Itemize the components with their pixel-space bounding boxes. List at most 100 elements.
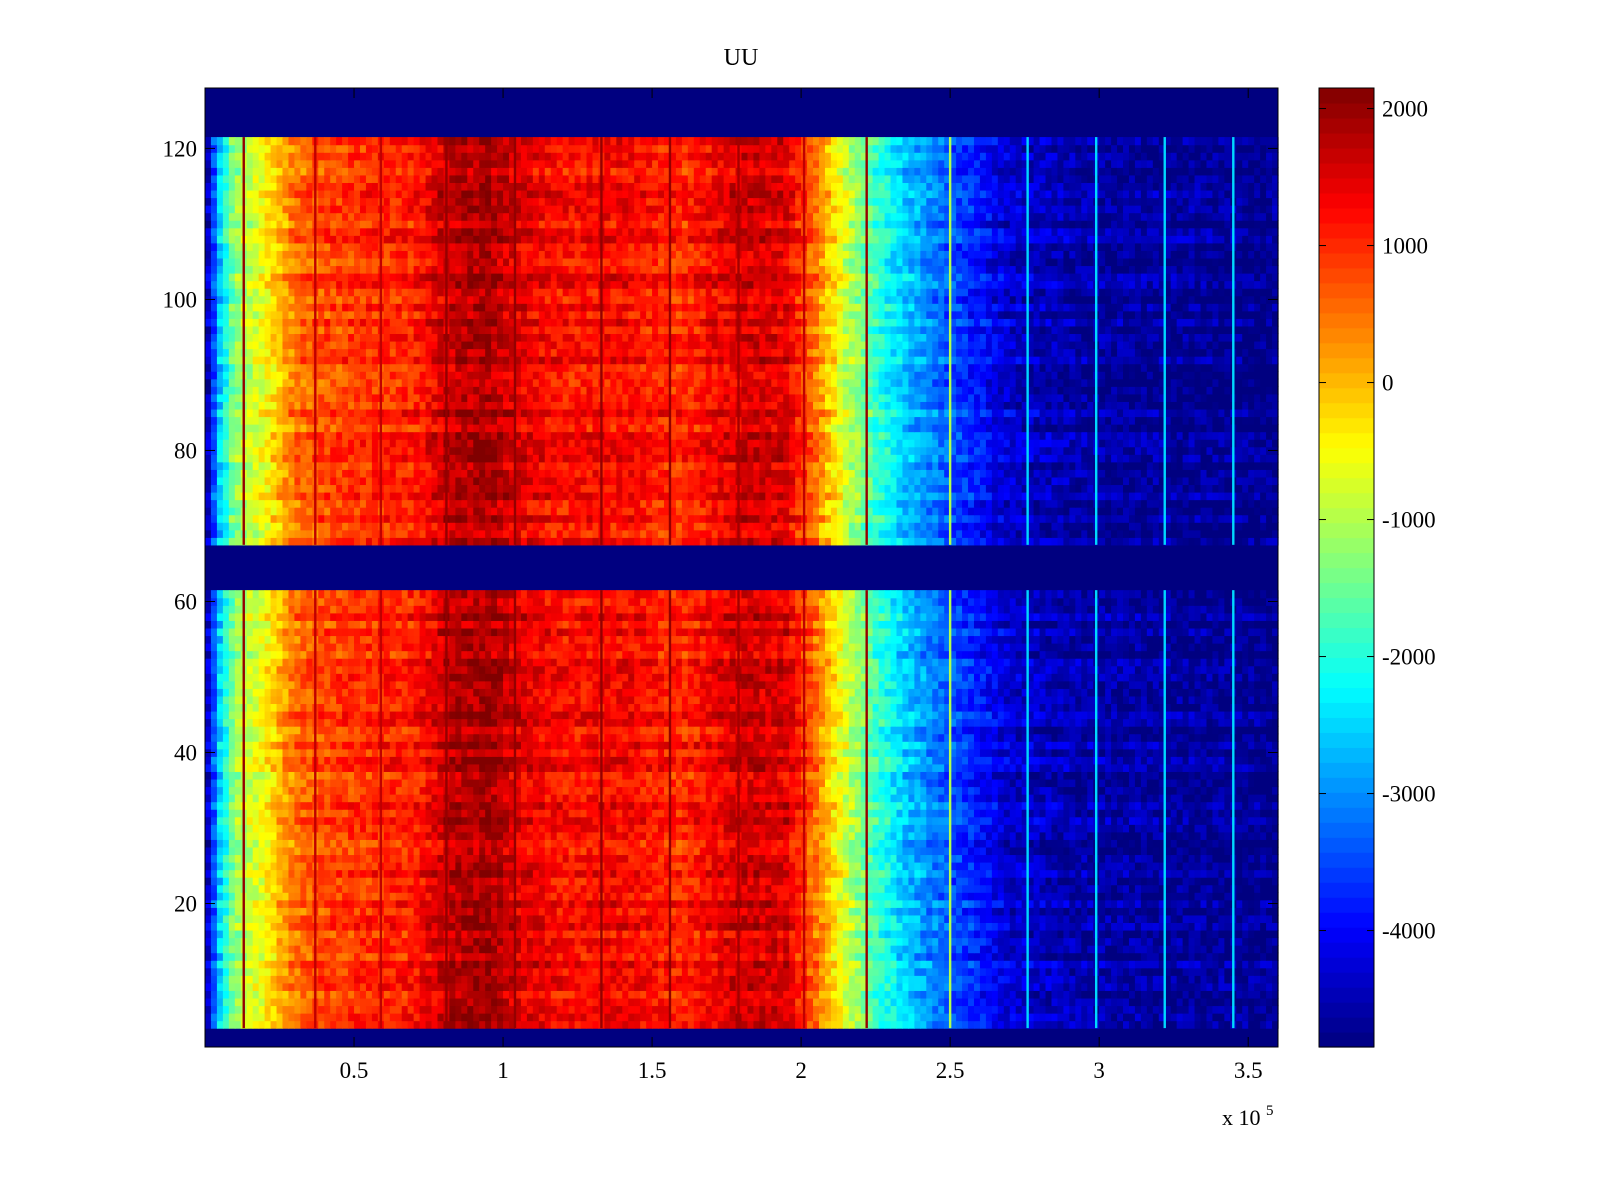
heatmap-cell [997, 869, 1005, 878]
heatmap-cell [586, 1005, 594, 1014]
heatmap-cell [741, 862, 749, 871]
heatmap-cell [1188, 854, 1196, 863]
heatmap-cell [336, 975, 343, 984]
heatmap-cell [258, 937, 266, 946]
heatmap-cell [747, 1013, 755, 1022]
heatmap-cell [1027, 899, 1035, 908]
heatmap-cell [270, 839, 278, 848]
heatmap-cell [711, 967, 719, 976]
heatmap-cell [592, 945, 600, 954]
heatmap-cell [1051, 922, 1059, 931]
heatmap-cell [562, 914, 570, 923]
heatmap-cell [1087, 982, 1094, 991]
heatmap-cell [1015, 854, 1023, 863]
heatmap-cell [902, 816, 910, 825]
heatmap-cell [1164, 967, 1172, 976]
heatmap-cell [210, 862, 218, 871]
heatmap-cell [753, 975, 760, 984]
heatmap-cell [556, 1013, 564, 1022]
heatmap-cell [604, 877, 611, 886]
heatmap-cell [938, 846, 945, 856]
heatmap-cell [926, 967, 933, 976]
heatmap-cell [1170, 884, 1178, 893]
heatmap-cell [216, 997, 224, 1007]
heatmap-cell [968, 892, 975, 901]
heatmap-cell [497, 824, 504, 833]
heatmap-cell [1158, 862, 1166, 871]
heatmap-cell [532, 899, 540, 908]
heatmap-cell [1021, 846, 1029, 856]
heatmap-cell [1218, 884, 1225, 893]
heatmap-cell [1111, 831, 1118, 840]
heatmap-cell [693, 975, 701, 984]
heatmap-cell [348, 884, 355, 893]
heatmap-cell [991, 937, 999, 946]
heatmap-cell [884, 952, 892, 961]
heatmap-cell [1242, 854, 1249, 863]
heatmap-cell [640, 990, 647, 999]
heatmap-cell [1081, 884, 1088, 893]
heatmap-cell [318, 816, 325, 825]
heatmap-cell [1248, 1020, 1255, 1029]
heatmap-cell [1212, 952, 1219, 961]
heatmap-cell [687, 967, 695, 976]
heatmap-cell [771, 982, 778, 991]
heatmap-cell [610, 892, 617, 901]
heatmap-cell [807, 899, 814, 908]
heatmap-cell [1027, 839, 1035, 848]
heatmap-cell [306, 967, 313, 976]
heatmap-cell [318, 990, 325, 999]
heatmap-cell [1057, 892, 1064, 901]
heatmap-cell [264, 862, 272, 871]
heatmap-cell [258, 960, 266, 969]
heatmap-cell [359, 945, 367, 954]
heatmap-cell [228, 914, 236, 923]
heatmap-cell [1152, 839, 1160, 848]
heatmap-cell [449, 907, 456, 916]
heatmap-cell [824, 839, 832, 848]
heatmap-cell [920, 869, 927, 878]
heatmap-cell [705, 929, 713, 939]
heatmap-cell [968, 990, 975, 999]
heatmap-cell [1075, 839, 1082, 848]
heatmap-cell [830, 1005, 838, 1014]
heatmap-cell [813, 892, 820, 901]
heatmap-cell [628, 1005, 635, 1014]
heatmap-cell [479, 884, 486, 893]
heatmap-cell [777, 884, 784, 893]
heatmap-cell [1039, 914, 1047, 923]
heatmap-cell [1111, 899, 1118, 908]
heatmap-cell [1212, 929, 1219, 939]
heatmap-cell [580, 907, 588, 916]
heatmap-cell [276, 960, 284, 969]
heatmap-cell [246, 960, 254, 969]
heatmap-cell [365, 854, 373, 863]
heatmap-cell [693, 914, 701, 923]
heatmap-cell [1218, 1013, 1225, 1022]
heatmap-cell [628, 914, 635, 923]
heatmap-cell [473, 899, 480, 908]
heatmap-cell [246, 854, 254, 863]
heatmap-cell [914, 846, 921, 856]
heatmap-cell [318, 914, 325, 923]
heatmap-cell [383, 967, 391, 976]
heatmap-cell [908, 952, 915, 961]
heatmap-cell [741, 945, 749, 954]
heatmap-cell [413, 982, 421, 991]
heatmap-cell [252, 862, 260, 871]
heatmap-cell [1188, 846, 1196, 856]
heatmap-cell [1111, 914, 1118, 923]
heatmap-cell [538, 1013, 546, 1022]
heatmap-cell [777, 869, 784, 878]
heatmap-cell [956, 982, 963, 991]
heatmap-cell [473, 967, 480, 976]
heatmap-cell [1134, 907, 1142, 916]
heatmap-cell [330, 937, 337, 946]
heatmap-cell [449, 982, 456, 991]
heatmap-cell [747, 960, 755, 969]
heatmap-cell [1039, 960, 1047, 969]
heatmap-cell [258, 1013, 266, 1022]
heatmap-cell [354, 1020, 361, 1029]
heatmap-cell [449, 1013, 456, 1022]
heatmap-cell [950, 1020, 957, 1029]
